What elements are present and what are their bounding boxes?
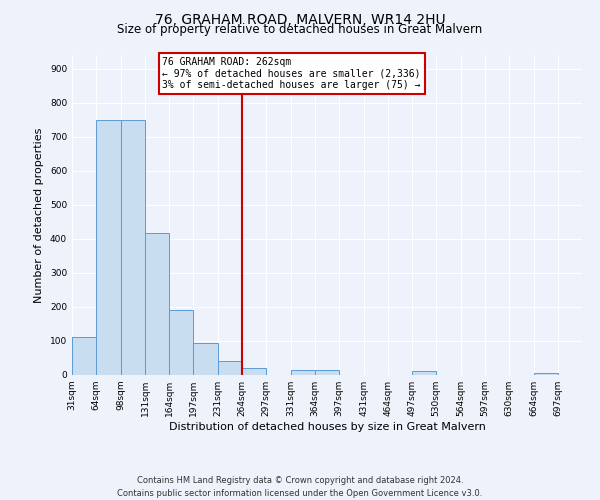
- Y-axis label: Number of detached properties: Number of detached properties: [34, 128, 44, 302]
- Bar: [72, 336, 96, 375]
- Bar: [169, 310, 193, 375]
- Bar: [96, 120, 121, 375]
- Bar: [121, 120, 145, 375]
- Bar: [315, 370, 339, 375]
- Bar: [218, 362, 242, 375]
- Bar: [193, 342, 218, 375]
- Bar: [145, 232, 169, 375]
- Text: 76, GRAHAM ROAD, MALVERN, WR14 2HU: 76, GRAHAM ROAD, MALVERN, WR14 2HU: [155, 12, 445, 26]
- Text: Size of property relative to detached houses in Great Malvern: Size of property relative to detached ho…: [118, 22, 482, 36]
- Text: Contains HM Land Registry data © Crown copyright and database right 2024.
Contai: Contains HM Land Registry data © Crown c…: [118, 476, 482, 498]
- Bar: [534, 374, 558, 375]
- X-axis label: Distribution of detached houses by size in Great Malvern: Distribution of detached houses by size …: [169, 422, 485, 432]
- Bar: [291, 370, 315, 375]
- Text: 76 GRAHAM ROAD: 262sqm
← 97% of detached houses are smaller (2,336)
3% of semi-d: 76 GRAHAM ROAD: 262sqm ← 97% of detached…: [163, 56, 421, 90]
- Bar: [412, 371, 436, 375]
- Bar: [242, 368, 266, 375]
